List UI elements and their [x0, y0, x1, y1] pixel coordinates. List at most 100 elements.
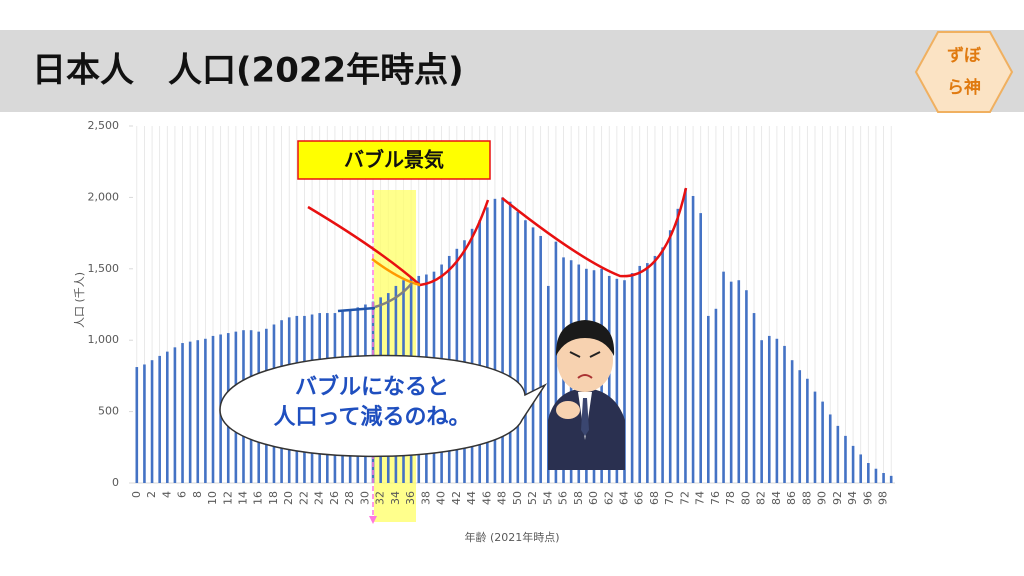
x-tick-label: 20 — [282, 491, 295, 505]
bar — [882, 473, 885, 483]
bar — [630, 273, 634, 483]
x-tick-label: 96 — [861, 491, 874, 505]
y-tick-label: 1,000 — [88, 333, 120, 346]
trend-line — [374, 282, 413, 309]
marker-arrow — [369, 516, 377, 524]
bar — [821, 401, 824, 483]
bar — [196, 340, 200, 483]
x-tick-label: 86 — [785, 491, 798, 505]
x-tick-label: 84 — [770, 491, 783, 505]
bar — [684, 188, 687, 483]
x-tick-label: 46 — [480, 491, 493, 505]
x-tick-label: 42 — [450, 491, 463, 505]
x-axis-label: 年齢 (2021年時点) — [464, 530, 559, 544]
x-tick-label: 80 — [739, 491, 752, 505]
x-tick-label: 50 — [511, 491, 524, 505]
x-tick-label: 54 — [541, 491, 554, 505]
bar — [646, 263, 649, 483]
x-tick-label: 44 — [465, 491, 478, 505]
y-tick-label: 2,500 — [88, 119, 120, 132]
x-tick-label: 88 — [800, 491, 813, 505]
bar — [844, 435, 847, 483]
x-tick-label: 2 — [145, 491, 158, 498]
y-tick-label: 500 — [98, 405, 119, 418]
bar — [790, 360, 794, 483]
bar — [668, 230, 672, 483]
x-tick-label: 16 — [252, 491, 265, 505]
y-axis-label: 人口 (千人) — [73, 272, 86, 328]
annotation-box — [297, 140, 491, 180]
bar — [828, 414, 832, 483]
bar — [638, 265, 642, 483]
bar — [493, 198, 497, 483]
bar — [188, 341, 192, 483]
x-tick-label: 56 — [557, 491, 570, 505]
x-tick-label: 18 — [267, 491, 280, 505]
bar — [889, 475, 893, 483]
x-tick-label: 0 — [130, 491, 143, 498]
bar — [691, 195, 695, 484]
x-tick-label: 36 — [404, 491, 417, 505]
bar — [745, 290, 748, 483]
bar — [798, 370, 802, 483]
bar — [524, 220, 527, 484]
x-tick-label: 30 — [358, 491, 371, 505]
bar — [760, 340, 763, 483]
bar — [783, 345, 786, 483]
bar — [531, 227, 535, 483]
bar — [615, 278, 619, 483]
bar — [707, 315, 710, 483]
bar — [661, 247, 664, 483]
bar — [508, 201, 512, 483]
bar — [165, 351, 169, 483]
x-tick-label: 22 — [297, 491, 310, 505]
x-tick-label: 14 — [236, 491, 249, 505]
bar — [874, 468, 878, 483]
x-tick-label: 24 — [313, 491, 326, 505]
bar — [158, 355, 161, 483]
y-tick-label: 0 — [112, 476, 119, 489]
bar — [752, 313, 756, 483]
x-tick-label: 58 — [572, 491, 585, 505]
x-tick-label: 62 — [602, 491, 615, 505]
bar — [737, 280, 741, 483]
x-tick-label: 40 — [435, 491, 448, 505]
x-tick-label: 74 — [694, 491, 707, 505]
bar — [539, 235, 542, 483]
x-tick-label: 90 — [816, 491, 829, 505]
x-tick-label: 98 — [877, 491, 890, 505]
bar — [806, 378, 809, 483]
x-tick-label: 6 — [176, 491, 189, 498]
bar — [554, 241, 558, 483]
x-tick-label: 82 — [755, 491, 768, 505]
logo-text: ずぼ — [947, 46, 982, 66]
bar — [470, 228, 474, 483]
x-tick-label: 10 — [206, 491, 219, 505]
x-tick-label: 68 — [648, 491, 661, 505]
bar — [775, 338, 779, 483]
character — [548, 320, 625, 470]
x-tick-label: 34 — [389, 491, 402, 505]
x-tick-label: 52 — [526, 491, 539, 505]
title: 日本人 人口(2022年時点) — [32, 51, 464, 91]
bar — [722, 271, 725, 483]
bar — [867, 463, 870, 483]
x-tick-label: 66 — [633, 491, 646, 505]
x-tick-label: 92 — [831, 491, 844, 505]
bar — [653, 255, 657, 483]
x-tick-label: 26 — [328, 491, 341, 505]
x-tick-label: 64 — [617, 491, 630, 505]
bar — [729, 281, 733, 483]
bubble-text: 人口って減るのね。 — [274, 405, 471, 430]
speech-bubble — [219, 354, 548, 457]
x-tick-label: 70 — [663, 491, 676, 505]
bar — [211, 335, 215, 483]
x-tick-label: 76 — [709, 491, 722, 505]
bar — [714, 308, 718, 483]
x-tick-label: 32 — [374, 491, 387, 505]
logo-text: ら神 — [947, 77, 981, 98]
bar — [181, 343, 184, 483]
trend-curve — [371, 257, 421, 287]
x-tick-label: 8 — [191, 491, 204, 498]
